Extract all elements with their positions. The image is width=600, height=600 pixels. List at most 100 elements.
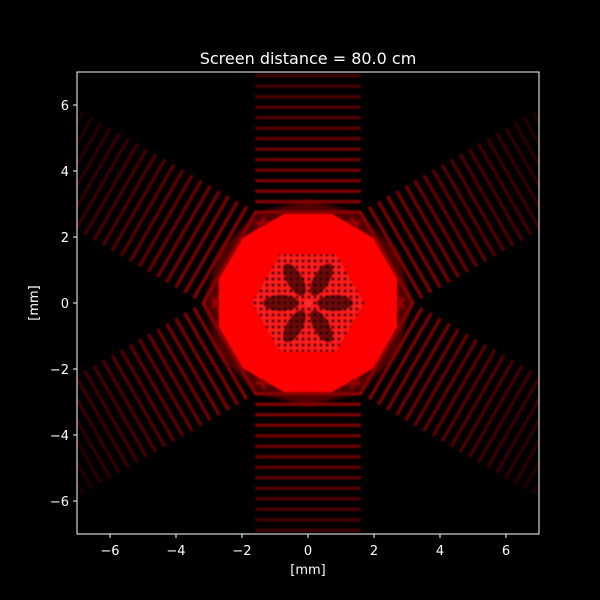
- fringe-band: [20, 106, 76, 199]
- chart-title: Screen distance = 80.0 cm: [200, 49, 417, 68]
- fringe-band: [101, 359, 158, 453]
- fringe-band: [440, 163, 497, 257]
- x-tick-label: −2: [232, 544, 251, 559]
- fringe-band: [255, 168, 361, 172]
- x-axis-ticks: −6 −4 −2 0 2 4 6: [100, 534, 510, 559]
- fringe-band: [165, 190, 221, 284]
- fringe-band: [77, 385, 112, 479]
- fringe-band: [404, 328, 461, 422]
- fringe-band: [467, 148, 524, 242]
- inner-petal: [310, 263, 333, 296]
- fringe-band: [522, 396, 539, 490]
- fringe-band: [449, 158, 506, 252]
- fringe-band: [413, 333, 470, 427]
- fringe-band: [165, 322, 221, 416]
- fringe-band: [395, 190, 451, 284]
- fringe-band: [431, 343, 488, 437]
- fringe-band: [255, 126, 361, 130]
- fringe-band: [255, 455, 361, 459]
- x-tick-label: 2: [370, 544, 378, 559]
- fringe-band: [174, 317, 231, 411]
- fringe-band: [422, 338, 479, 432]
- fringe-band: [119, 163, 176, 257]
- fringe-band: [376, 312, 433, 406]
- fringe-band: [541, 106, 597, 199]
- x-tick-label: 4: [436, 544, 444, 559]
- fringe-band: [504, 127, 539, 221]
- fringe-band: [77, 127, 112, 221]
- fringe-band: [255, 94, 361, 99]
- fringe-band: [531, 401, 539, 495]
- y-axis-ticks: −6 −4 −2 0 2 4 6: [50, 99, 77, 510]
- x-axis-label: [mm]: [290, 563, 325, 578]
- fringe-band: [174, 195, 231, 289]
- fringe-band: [255, 507, 361, 512]
- fringe-band: [255, 136, 361, 141]
- fringe-band: [101, 153, 158, 247]
- fringe-band: [146, 179, 203, 273]
- fringe-band: [77, 111, 85, 205]
- fringe-band: [255, 84, 361, 88]
- fringe-band: [255, 476, 361, 480]
- fringe-band: [467, 364, 524, 458]
- fringe-band: [449, 354, 506, 448]
- y-tick-label: −6: [50, 495, 69, 510]
- fringe-band: [255, 539, 361, 543]
- fringe-band: [255, 423, 361, 428]
- fringe-band: [137, 338, 194, 432]
- fringe-band: [77, 137, 130, 231]
- fringe-band: [476, 370, 533, 464]
- fringe-band: [255, 444, 361, 449]
- fringe-band: [255, 518, 361, 522]
- inner-petal: [316, 295, 353, 311]
- fringe-band: [255, 21, 361, 25]
- fringe-band: [458, 153, 515, 247]
- fringe-band: [255, 32, 361, 36]
- fringe-band: [255, 497, 361, 501]
- plot-area: [20, 11, 597, 543]
- fringe-band: [92, 364, 149, 458]
- fringe-band: [77, 391, 103, 485]
- fringe-band: [255, 115, 361, 120]
- fringe-band: [83, 370, 140, 464]
- fringe-band: [255, 528, 361, 533]
- inner-petal: [263, 295, 300, 311]
- y-tick-label: −4: [50, 429, 69, 444]
- fringe-band: [522, 116, 539, 210]
- fringe-band: [155, 184, 212, 278]
- fringe-band: [77, 121, 103, 215]
- fringe-band: [504, 385, 539, 479]
- inner-petal: [283, 310, 306, 343]
- fringe-band: [77, 375, 130, 469]
- fringe-band: [458, 359, 515, 453]
- fringe-band: [395, 322, 451, 416]
- fringe-band: [255, 73, 361, 78]
- fringe-band: [92, 148, 149, 242]
- fringe-band: [255, 486, 361, 491]
- fringe-band: [77, 396, 94, 490]
- fringe-band: [128, 343, 185, 437]
- fringe-band: [110, 354, 167, 448]
- fringe-band: [77, 116, 94, 210]
- inner-petal: [310, 310, 333, 343]
- fringe-band: [255, 11, 361, 15]
- fringe-band: [404, 184, 461, 278]
- fringe-band: [255, 465, 361, 470]
- center-spot: [304, 299, 312, 307]
- fringe-band: [255, 178, 361, 183]
- fringe-band: [513, 121, 539, 215]
- fringe-band: [255, 189, 361, 193]
- y-tick-label: 2: [61, 231, 69, 246]
- fringe-band: [376, 200, 433, 294]
- fringe-band: [531, 111, 539, 205]
- fringe-band: [77, 401, 85, 495]
- fringe-band: [385, 195, 442, 289]
- fringe-band: [486, 375, 539, 469]
- x-tick-label: −4: [166, 544, 185, 559]
- y-axis-label: [mm]: [27, 285, 42, 320]
- bright-core: [204, 199, 412, 407]
- x-tick-label: −6: [100, 544, 119, 559]
- fringe-band: [20, 407, 76, 500]
- fringe-band: [137, 174, 194, 268]
- fringe-band: [255, 42, 361, 46]
